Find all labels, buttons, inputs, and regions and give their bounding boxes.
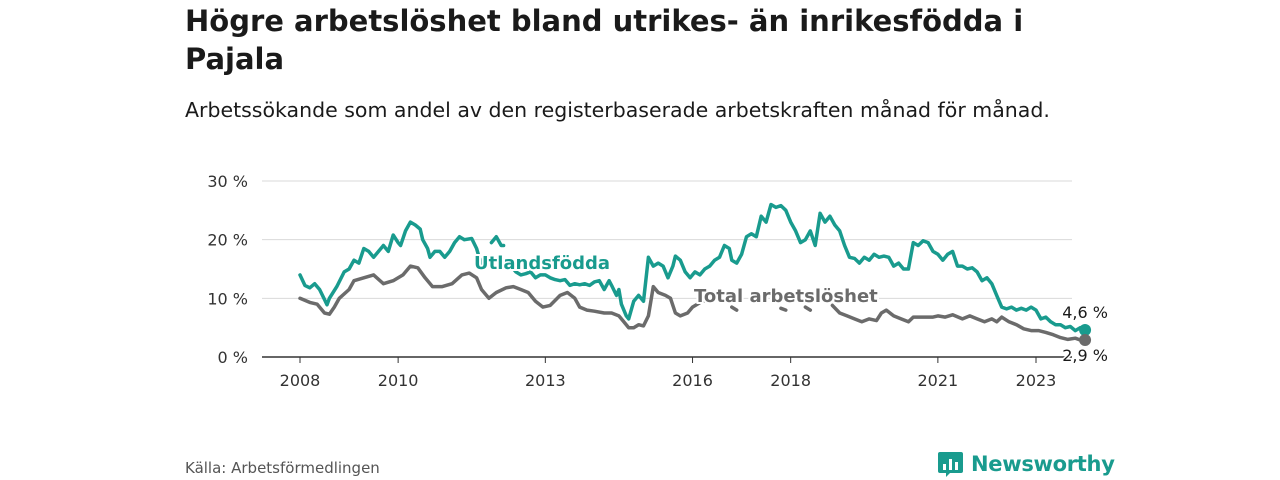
x-tick-label: 2021	[918, 371, 959, 390]
y-tick-label: 20 %	[207, 231, 248, 250]
x-tick-label: 2008	[280, 371, 321, 390]
source-note: Källa: Arbetsförmedlingen	[185, 459, 380, 477]
x-tick-label: 2016	[672, 371, 713, 390]
series-label: Utlandsfödda	[474, 253, 610, 274]
logo-text: Newsworthy	[971, 452, 1115, 476]
x-tick-label: 2023	[1016, 371, 1057, 390]
x-tick-label: 2010	[378, 371, 419, 390]
series-line-total	[298, 264, 1087, 342]
grid-lines	[262, 180, 1072, 358]
y-tick-label: 10 %	[207, 289, 248, 308]
y-tick-label: 30 %	[207, 172, 248, 191]
series-line-utlandsfodda	[298, 202, 1087, 333]
series-lines	[298, 202, 1087, 342]
x-axis-ticks: 2008 2010 2013 2016 2018 2021 2023	[280, 357, 1057, 390]
y-axis-ticks: 0 % 10 % 20 % 30 %	[207, 172, 248, 367]
series-label: Total arbetslöshet	[694, 286, 878, 307]
series-end-marker	[1079, 324, 1092, 337]
series-end-label: 2,9 %	[1062, 346, 1108, 365]
x-tick-label: 2018	[770, 371, 811, 390]
bar-chart-speech-bubble-icon	[938, 451, 963, 477]
x-tick-label: 2013	[525, 371, 566, 390]
series-labels: Utlandsfödda Total arbetslöshet 4,6 % 2,9 %	[472, 251, 1109, 367]
series-end-marker	[1079, 333, 1092, 346]
chart-subtitle: Arbetssökande som andel av den registerb…	[185, 98, 1050, 122]
newsworthy-logo[interactable]: Newsworthy	[937, 449, 1115, 479]
series-end-label: 4,6 %	[1062, 303, 1108, 322]
chart-title: Högre arbetslöshet bland utrikes- än inr…	[185, 4, 1024, 76]
y-tick-label: 0 %	[218, 348, 248, 367]
